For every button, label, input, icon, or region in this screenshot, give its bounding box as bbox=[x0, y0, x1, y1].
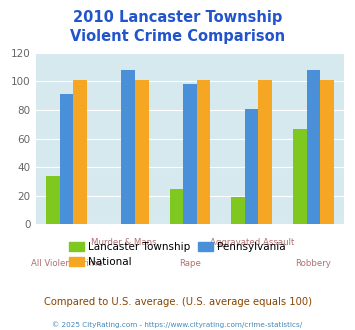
Bar bbox=[46, 176, 60, 224]
Legend: Lancaster Township, National, Pennsylvania: Lancaster Township, National, Pennsylvan… bbox=[65, 238, 290, 271]
Text: All Violent Crime: All Violent Crime bbox=[31, 259, 102, 268]
Bar bbox=[293, 129, 307, 224]
Bar bbox=[231, 197, 245, 224]
Bar bbox=[258, 80, 272, 224]
Bar bbox=[307, 70, 320, 224]
Bar bbox=[60, 94, 73, 224]
Bar bbox=[135, 80, 148, 224]
Bar bbox=[121, 70, 135, 224]
Text: © 2025 CityRating.com - https://www.cityrating.com/crime-statistics/: © 2025 CityRating.com - https://www.city… bbox=[53, 322, 302, 328]
Bar bbox=[245, 109, 258, 224]
Text: Rape: Rape bbox=[179, 259, 201, 268]
Bar bbox=[73, 80, 87, 224]
Text: Aggravated Assault: Aggravated Assault bbox=[209, 238, 294, 247]
Bar bbox=[197, 80, 210, 224]
Bar bbox=[320, 80, 334, 224]
Bar bbox=[170, 189, 183, 224]
Text: 2010 Lancaster Township
Violent Crime Comparison: 2010 Lancaster Township Violent Crime Co… bbox=[70, 10, 285, 44]
Text: Murder & Mans...: Murder & Mans... bbox=[91, 238, 165, 247]
Text: Robbery: Robbery bbox=[295, 259, 332, 268]
Bar bbox=[183, 84, 197, 224]
Text: Compared to U.S. average. (U.S. average equals 100): Compared to U.S. average. (U.S. average … bbox=[44, 297, 311, 307]
